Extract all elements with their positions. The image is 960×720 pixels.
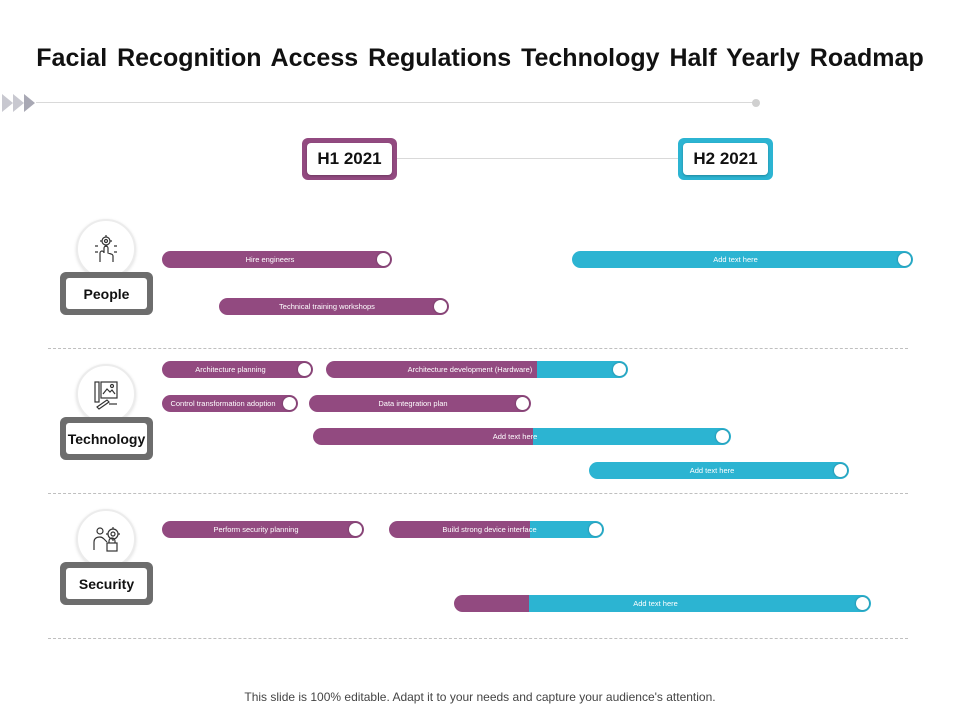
task-label: Hire engineers [245,255,295,264]
row-divider [48,638,908,639]
task-bar-architecture-planning: Architecture planning [162,361,313,378]
chevron-right-icon [13,94,24,112]
task-label: Perform security planning [213,525,299,534]
task-label: Architecture development (Hardware) [407,365,533,374]
task-bar-technology-span: Add text here [313,428,731,445]
timeline-line [36,102,756,103]
task-end-knob [856,597,869,610]
task-label: Add text here [713,255,758,264]
task-end-knob [516,397,529,410]
slide-title: Facial Recognition Access Regulations Te… [36,44,924,72]
task-end-knob [613,363,626,376]
task-end-knob [349,523,362,536]
footer-note: This slide is 100% editable. Adapt it to… [244,690,716,704]
category-people: People [60,272,153,315]
row-divider [48,493,908,494]
row-divider [48,348,908,349]
task-end-knob [834,464,847,477]
person-gear-icon [93,527,120,552]
period-label: H2 2021 [683,143,768,175]
task-label: Add text here [492,432,538,441]
task-end-knob [434,300,447,313]
period-label: H1 2021 [307,143,392,175]
task-label: Build strong device interface [442,525,537,534]
task-label: Control transformation adoption [170,399,276,408]
category-technology: Technology [60,417,153,460]
task-end-knob [716,430,729,443]
task-end-knob [589,523,602,536]
task-bar-data-integration: Data integration plan [309,395,531,412]
task-label: Add text here [633,599,678,608]
task-bar-security-span: Add text here [454,595,871,612]
task-label: Data integration plan [378,399,448,408]
category-label: People [66,278,147,309]
task-bar-architecture-development: Architecture development (Hardware) [326,361,628,378]
period-h1: H1 2021 [302,138,397,180]
chevron-right-icon [24,94,35,112]
task-end-knob [898,253,911,266]
task-label: Architecture planning [195,365,266,374]
task-bar-training-workshops: Technical training workshops [219,298,449,315]
task-bar-control-transformation: Control transformation adoption [162,395,298,412]
task-label: Add text here [689,466,735,475]
category-label: Technology [66,423,147,454]
task-end-knob [283,397,296,410]
period-connector [395,158,680,159]
period-h2: H2 2021 [678,138,773,180]
category-label: Security [66,568,147,599]
gear-hand-icon [95,235,117,262]
task-bar-security-planning: Perform security planning [162,521,364,538]
category-security: Security [60,562,153,605]
task-bar-people-h2: Add text here [572,251,913,268]
task-end-knob [298,363,311,376]
task-label: Technical training workshops [279,302,375,311]
chevron-right-icon [2,94,13,112]
task-bar-device-interface: Build strong device interface [389,521,604,538]
category-icon-circle [76,219,136,279]
task-end-knob [377,253,390,266]
task-bar-hire-engineers: Hire engineers [162,251,392,268]
category-icon-circle [76,509,136,569]
blueprint-pencil-icon [94,381,118,410]
category-icon-circle [76,364,136,424]
task-bar-technology-h2: Add text here [589,462,849,479]
timeline-end-dot [752,99,760,107]
